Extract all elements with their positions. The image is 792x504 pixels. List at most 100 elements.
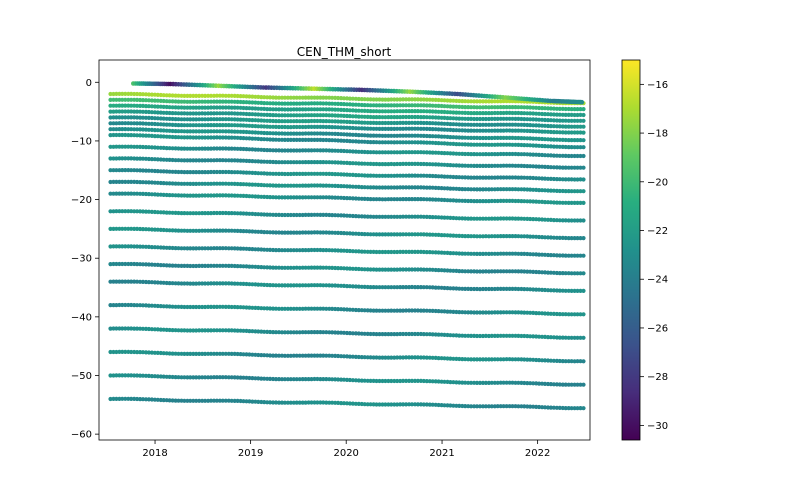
- data-point: [321, 171, 326, 176]
- data-point: [188, 328, 193, 333]
- data-point: [548, 106, 554, 111]
- data-point: [318, 160, 323, 165]
- data-point: [401, 133, 406, 138]
- data-point: [200, 181, 205, 186]
- series-depth-18: [108, 279, 586, 293]
- data-point: [581, 288, 586, 293]
- data-point: [401, 355, 406, 360]
- data-point: [315, 101, 320, 106]
- series-depth-1: [108, 91, 586, 106]
- series-depth-19: [108, 302, 586, 317]
- data-point: [179, 328, 184, 333]
- data-point: [371, 115, 376, 120]
- data-point: [380, 402, 385, 407]
- data-point: [285, 95, 290, 100]
- data-point: [211, 105, 217, 110]
- data-point: [489, 333, 494, 338]
- data-point: [250, 112, 255, 117]
- data-point: [368, 197, 373, 202]
- data-point: [211, 129, 217, 134]
- data-point: [377, 173, 382, 178]
- data-point: [330, 306, 335, 311]
- data-point: [188, 375, 193, 380]
- data-point: [135, 97, 140, 102]
- data-point: [229, 146, 234, 151]
- data-point: [542, 188, 548, 193]
- data-point: [383, 267, 388, 272]
- data-point: [498, 151, 503, 157]
- data-point: [208, 193, 214, 198]
- data-point: [551, 382, 557, 387]
- data-point: [350, 172, 355, 177]
- data-point: [250, 136, 255, 141]
- data-point: [108, 226, 113, 231]
- data-point: [448, 268, 453, 273]
- data-point: [415, 140, 420, 145]
- data-point: [516, 333, 521, 338]
- data-point: [563, 235, 568, 241]
- data-point: [501, 175, 506, 180]
- data-point: [341, 132, 347, 137]
- data-point: [217, 328, 222, 333]
- data-point: [285, 230, 290, 235]
- data-point: [421, 232, 426, 237]
- data-point: [291, 137, 296, 142]
- data-point: [510, 128, 515, 133]
- data-point: [495, 269, 500, 274]
- data-point: [430, 140, 435, 145]
- data-point: [206, 181, 211, 186]
- data-point: [155, 210, 160, 215]
- data-point: [551, 176, 557, 182]
- data-point: [551, 311, 557, 316]
- data-point: [472, 310, 477, 315]
- data-point: [469, 187, 474, 192]
- data-point: [581, 107, 586, 112]
- data-point: [282, 195, 287, 200]
- data-point: [303, 212, 308, 217]
- data-point: [294, 195, 299, 200]
- data-point: [451, 186, 456, 191]
- data-point: [188, 228, 193, 233]
- data-point: [117, 209, 122, 214]
- data-point: [173, 158, 178, 163]
- data-point: [146, 180, 151, 185]
- data-point: [341, 125, 347, 130]
- data-point: [276, 101, 282, 106]
- data-point: [572, 200, 577, 205]
- data-point: [368, 285, 373, 290]
- data-point: [495, 310, 500, 315]
- data-point: [498, 333, 503, 338]
- data-point: [188, 211, 193, 216]
- data-point: [380, 162, 385, 167]
- data-point: [548, 358, 554, 363]
- data-point: [149, 262, 154, 267]
- data-point: [350, 120, 355, 125]
- data-point: [279, 95, 285, 100]
- data-point: [197, 181, 202, 186]
- data-point: [386, 214, 391, 219]
- data-point: [318, 124, 323, 129]
- data-point: [510, 198, 515, 203]
- data-point: [516, 216, 521, 221]
- data-point: [551, 124, 557, 129]
- data-point: [495, 135, 500, 140]
- data-point: [315, 247, 320, 253]
- data-point: [498, 198, 503, 203]
- data-point: [200, 328, 205, 333]
- data-point: [409, 284, 415, 290]
- data-point: [528, 357, 533, 362]
- data-point: [560, 382, 565, 387]
- data-point: [217, 111, 222, 116]
- data-point: [179, 111, 184, 116]
- data-point: [531, 234, 536, 239]
- data-point: [294, 107, 299, 112]
- data-point: [442, 268, 447, 273]
- data-point: [114, 326, 119, 331]
- data-point: [220, 146, 225, 151]
- data-point: [380, 103, 385, 108]
- data-point: [412, 355, 418, 360]
- data-point: [297, 101, 302, 106]
- data-point: [140, 144, 146, 150]
- data-point: [457, 122, 462, 127]
- data-point: [211, 123, 217, 128]
